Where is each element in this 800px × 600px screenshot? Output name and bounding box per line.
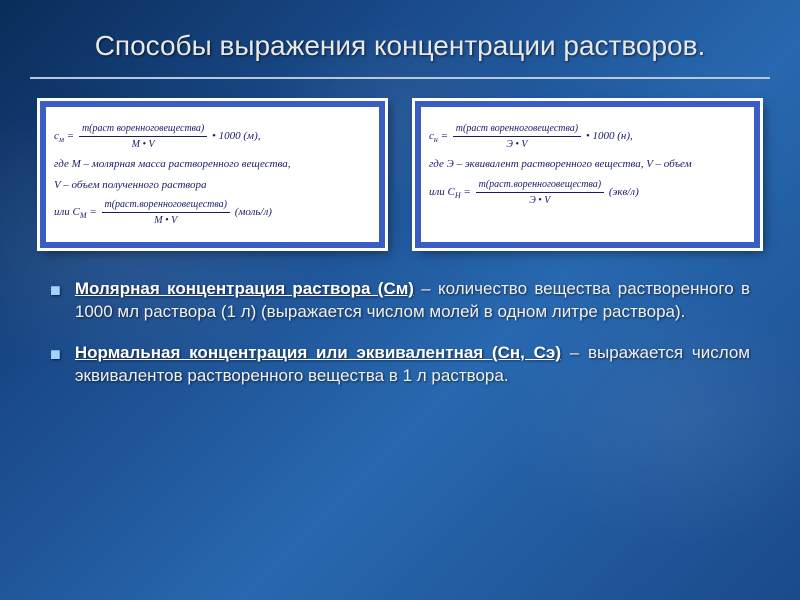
content-area: ■ Молярная концентрация раствора (См) – … [30, 278, 770, 388]
formula-line: или CM = m(раст.воренноговещества)M • V … [54, 197, 371, 228]
slide-title: Способы выражения концентрации растворов… [30, 20, 770, 79]
formula-line: V – объем полученного раствора [54, 177, 371, 194]
formula-box-left: cм = m(раст воренноговещества)M • V • 10… [40, 101, 385, 248]
bullet-text: Нормальная концентрация или эквивалентна… [75, 342, 750, 388]
numerator: m(раст воренноговещества) [453, 121, 581, 137]
fraction: m(раст воренноговещества)Э • V [453, 121, 581, 152]
formula-eq: = [461, 186, 474, 198]
formula-row: cм = m(раст воренноговещества)M • V • 10… [40, 101, 760, 248]
denominator: M • V [102, 213, 230, 228]
fraction: m(раст.воренноговещества)M • V [102, 197, 230, 228]
fraction: m(раст.воренноговещества)Э • V [476, 177, 604, 208]
bullet-item: ■ Молярная концентрация раствора (См) – … [50, 278, 750, 324]
bullet-item: ■ Нормальная концентрация или эквивалент… [50, 342, 750, 388]
formula-lhs: C [73, 206, 80, 218]
bullet-text: Молярная концентрация раствора (См) – ко… [75, 278, 750, 324]
slide: Способы выражения концентрации растворов… [0, 0, 800, 600]
bullet-marker-icon: ■ [50, 344, 61, 388]
formula-eq: = [87, 206, 100, 218]
formula-box-right: cн = m(раст воренноговещества)Э • V • 10… [415, 101, 760, 248]
formula-line: где M – молярная масса растворенного вещ… [54, 156, 371, 173]
formula-line: cм = m(раст воренноговещества)M • V • 10… [54, 121, 371, 152]
formula-pre: или [429, 186, 448, 198]
formula-pre: или [54, 206, 73, 218]
denominator: Э • V [453, 137, 581, 152]
formula-line: где Э – эквивалент растворенного веществ… [429, 156, 746, 173]
formula-tail: • 1000 (м), [209, 130, 260, 142]
formula-line: cн = m(раст воренноговещества)Э • V • 10… [429, 121, 746, 152]
numerator: m(раст воренноговещества) [79, 121, 207, 137]
formula-tail: (моль/л) [232, 206, 272, 218]
formula-tail: • 1000 (н), [583, 130, 633, 142]
numerator: m(раст.воренноговещества) [102, 197, 230, 213]
denominator: M • V [79, 137, 207, 152]
bullet-marker-icon: ■ [50, 280, 61, 324]
fraction: m(раст воренноговещества)M • V [79, 121, 207, 152]
formula-lhs: C [448, 186, 455, 198]
formula-sub: M [80, 211, 87, 220]
formula-line: или CH = m(раст.воренноговещества)Э • V … [429, 177, 746, 208]
bullet-term: Молярная концентрация раствора (См) [75, 279, 414, 298]
denominator: Э • V [476, 193, 604, 208]
numerator: m(раст.воренноговещества) [476, 177, 604, 193]
formula-tail: (экв/л) [606, 186, 639, 198]
bullet-term: Нормальная концентрация или эквивалентна… [75, 343, 561, 362]
formula-eq: = [64, 130, 77, 142]
formula-eq: = [438, 130, 451, 142]
